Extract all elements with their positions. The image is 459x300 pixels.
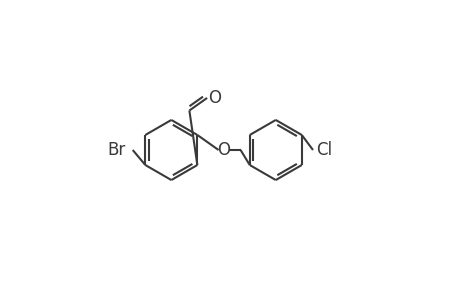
Text: Cl: Cl — [315, 141, 331, 159]
Text: Br: Br — [107, 141, 125, 159]
Text: O: O — [208, 89, 221, 107]
Text: O: O — [217, 141, 230, 159]
